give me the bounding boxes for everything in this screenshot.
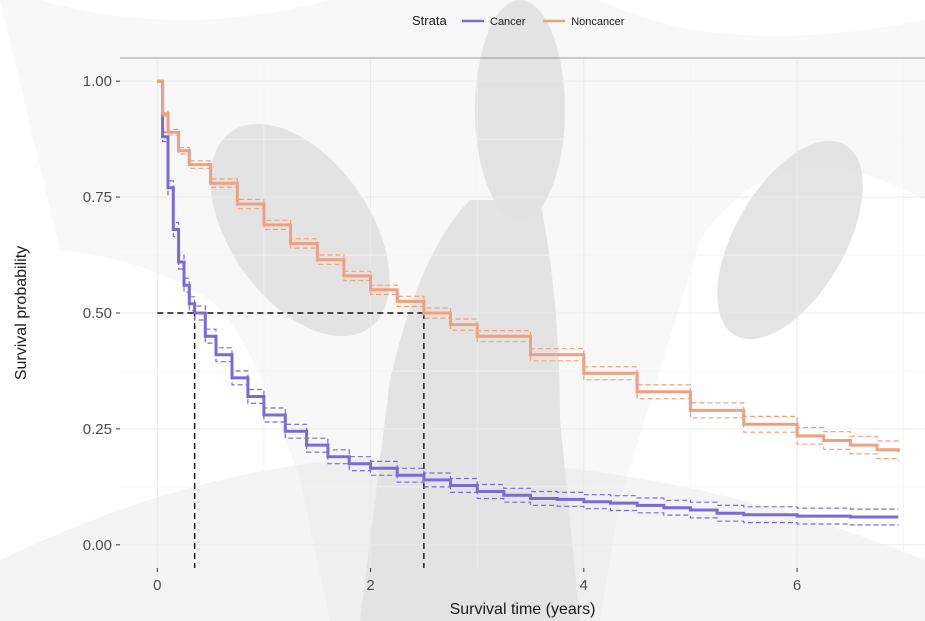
survival-line-cancer — [157, 79, 899, 519]
x-axis-ticks: 0 2 4 6 — [153, 568, 801, 594]
x-tick-label: 4 — [580, 577, 588, 594]
y-tick-label: 0.75 — [83, 189, 112, 206]
y-tick-label: 1.00 — [83, 73, 112, 90]
x-axis-title: Survival time (years) — [450, 601, 596, 618]
legend: Strata Cancer Noncancer — [412, 13, 625, 28]
series-layer — [157, 79, 900, 526]
x-tick-label: 2 — [366, 577, 374, 594]
ci-upper-line-noncancer — [157, 80, 899, 443]
y-tick-label: 0.25 — [83, 421, 112, 438]
y-tick-label: 0.00 — [83, 537, 112, 554]
legend-title: Strata — [412, 13, 447, 28]
y-axis-ticks: 0.00 0.25 0.50 0.75 1.00 — [83, 73, 120, 554]
legend-label-noncancer: Noncancer — [571, 16, 625, 28]
y-tick-label: 0.50 — [83, 305, 112, 322]
y-axis-title: Survival probability — [13, 246, 30, 380]
x-tick-label: 0 — [153, 577, 161, 594]
x-tick-label: 6 — [793, 577, 801, 594]
legend-label-cancer: Cancer — [490, 16, 526, 28]
ci-upper-line-cancer — [157, 80, 899, 510]
survival-line-noncancer — [157, 79, 900, 453]
